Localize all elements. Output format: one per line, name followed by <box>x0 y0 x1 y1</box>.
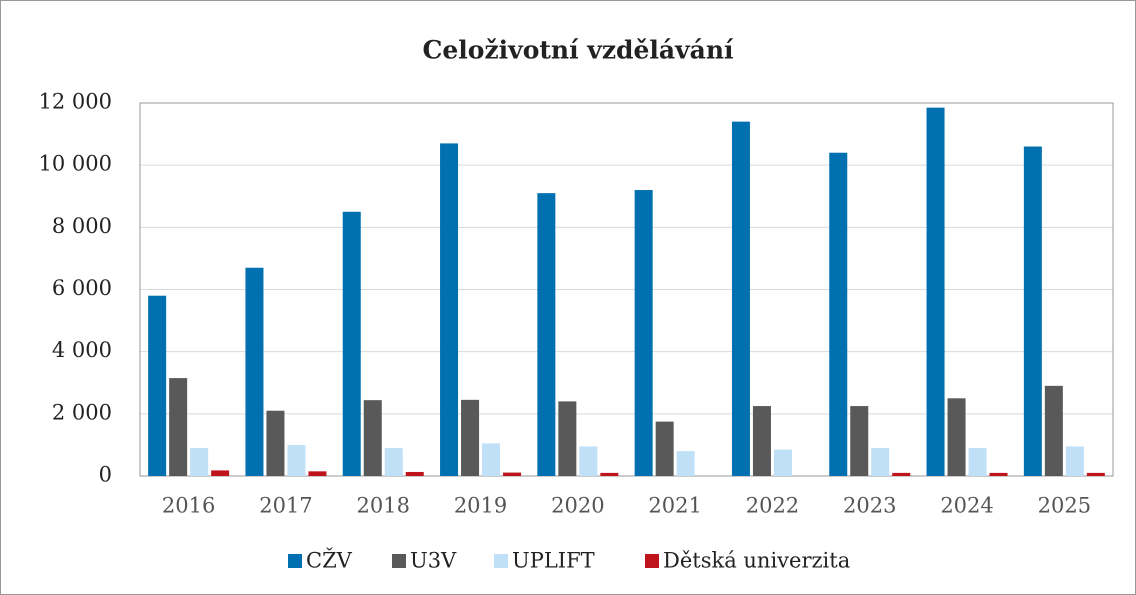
bar <box>363 400 382 476</box>
x-tick-label: 2024 <box>940 494 993 518</box>
bar <box>655 421 674 476</box>
y-tick-label: 10 000 <box>39 152 112 176</box>
bar <box>148 295 167 476</box>
bar <box>634 190 653 477</box>
bar <box>287 444 306 476</box>
bar <box>1023 146 1042 476</box>
bar <box>731 121 750 477</box>
y-tick-label: 4 000 <box>52 338 112 362</box>
bar <box>1086 472 1105 476</box>
x-tick-label: 2016 <box>162 494 215 518</box>
bar <box>384 448 403 476</box>
legend-label: U3V <box>410 549 457 573</box>
y-tick-label: 0 <box>99 463 112 487</box>
bar <box>926 107 945 476</box>
bar <box>1044 385 1063 476</box>
bar <box>537 193 556 476</box>
bar <box>461 399 480 476</box>
legend-swatch <box>645 554 659 568</box>
bar <box>169 378 188 476</box>
bar <box>989 472 1008 476</box>
bar <box>676 451 695 476</box>
bar <box>405 471 424 476</box>
bar <box>482 443 501 476</box>
bar <box>440 143 459 477</box>
y-tick-label: 8 000 <box>52 214 112 238</box>
x-tick-label: 2017 <box>259 494 312 518</box>
bar <box>308 471 327 476</box>
legend-swatch <box>494 554 508 568</box>
legend-swatch <box>392 554 406 568</box>
bar <box>892 472 911 476</box>
x-tick-label: 2025 <box>1038 494 1091 518</box>
y-tick-label: 12 000 <box>39 90 112 114</box>
chart-title: Celoživotní vzdělávání <box>423 36 735 65</box>
x-tick-label: 2019 <box>454 494 507 518</box>
x-tick-label: 2018 <box>357 494 410 518</box>
bar <box>1065 446 1084 476</box>
plot-border <box>139 102 1114 477</box>
legend-label: Dětská univerzita <box>663 549 850 573</box>
bar <box>600 472 619 476</box>
bar <box>871 448 890 476</box>
legend-label: CŽV <box>306 549 353 573</box>
bar <box>558 401 577 476</box>
bar <box>266 410 285 476</box>
bar <box>752 406 771 476</box>
x-tick-label: 2020 <box>551 494 604 518</box>
bar <box>342 211 361 476</box>
y-tick-label: 6 000 <box>52 276 112 300</box>
bar <box>850 406 869 476</box>
bar <box>773 449 792 476</box>
bar <box>579 446 598 476</box>
bar <box>947 398 966 476</box>
x-tick-label: 2022 <box>746 494 799 518</box>
bar <box>829 152 848 476</box>
x-tick-label: 2021 <box>648 494 701 518</box>
legend-label: UPLIFT <box>512 549 595 573</box>
bar <box>503 472 522 476</box>
x-tick-label: 2023 <box>843 494 896 518</box>
bar <box>190 448 209 476</box>
bar <box>245 267 264 476</box>
bar <box>211 470 230 476</box>
bar <box>968 448 987 476</box>
legend-swatch <box>288 554 302 568</box>
y-tick-label: 2 000 <box>52 400 112 424</box>
